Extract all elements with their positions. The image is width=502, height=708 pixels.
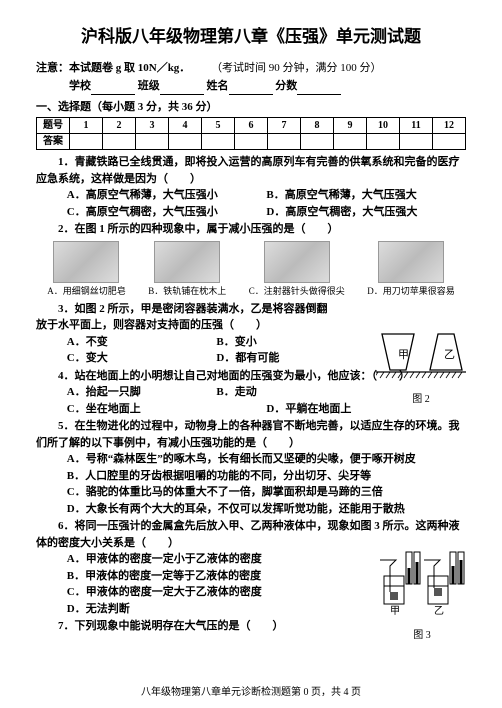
label-jia: 甲 (398, 349, 409, 361)
q3-C: C．变大 (67, 350, 217, 367)
q3-D: D．都有可能 (216, 350, 366, 367)
th-num: 题号 (37, 118, 70, 134)
cell (202, 134, 235, 150)
cell (301, 134, 334, 150)
q5-stem1: 5．在生物进化的过程中，动物身上的各种器官不断地完善，以适应生存的环境。我 (36, 418, 466, 435)
placeholder-icon (53, 241, 119, 283)
th-10: 10 (367, 118, 400, 134)
trapezoid-icon: 甲 乙 (376, 328, 466, 384)
placeholder-icon (264, 241, 330, 283)
section1-heading: 一、选择题（每小题 3 分，共 36 分） (36, 99, 466, 116)
q1-opts-row2: C．高原空气稠密，大气压强小 D．高原空气稠密，大气压强大 (36, 204, 466, 221)
placeholder-icon (378, 241, 444, 283)
th-3: 3 (136, 118, 169, 134)
th-5: 5 (202, 118, 235, 134)
blank-name (229, 83, 273, 95)
svg-text:乙: 乙 (434, 605, 444, 617)
label-yi: 乙 (444, 348, 455, 361)
th-12: 12 (433, 118, 466, 134)
q3-A: A．不变 (67, 334, 217, 351)
q2-fig-C: C．注射器针头做得很尖 (249, 241, 345, 299)
q3-stem1: 3．如图 2 所示，甲是密闭容器装满水，乙是将容器倒翻 (36, 301, 466, 318)
th-7: 7 (268, 118, 301, 134)
cell (268, 134, 301, 150)
notice-line: 注意：本试题卷 g 取 10N／kg． （考试时间 90 分钟，满分 100 分… (36, 60, 466, 77)
exam-time: （考试时间 90 分钟，满分 100 分） (211, 62, 382, 74)
q2-cap-A: A．用细钢丝切肥皂 (47, 285, 126, 299)
page-title: 沪科版八年级物理第八章《压强》单元测试题 (36, 24, 466, 50)
q1-opts-row1: A．高原空气稀薄，大气压强小 B．高原空气稀薄，大气压强大 (36, 187, 466, 204)
q2-fig-D: D．用刀切苹果很容易 (367, 241, 455, 299)
q2-figure-row: A．用细钢丝切肥皂 B．铁轨铺在枕木上 C．注射器针头做得很尖 D．用刀切苹果很… (36, 241, 466, 299)
cell (136, 134, 169, 150)
th-6: 6 (235, 118, 268, 134)
th-ans: 答案 (37, 134, 70, 150)
cell (367, 134, 400, 150)
q2-cap-B: B．铁轨铺在枕木上 (148, 285, 226, 299)
q2-cap-C: C．注射器针头做得很尖 (249, 285, 345, 299)
blank-class (160, 83, 204, 95)
q1-B: B．高原空气稀薄，大气压强大 (266, 187, 466, 204)
label-school: 学校 (69, 80, 91, 92)
th-9: 9 (334, 118, 367, 134)
q4-B: B．走动 (216, 384, 366, 401)
q5-stem2: 们所了解的以下事例中，有减小压强功能的是（ ） (36, 435, 466, 452)
q5-B: B．人口腔里的牙齿根据咀嚼的功能的不同，分出切牙、尖牙等 (36, 468, 466, 485)
q5-A: A．号称“森林医生”的啄木鸟，长有细长而又坚硬的尖喙，便于啄开树皮 (36, 451, 466, 468)
th-4: 4 (169, 118, 202, 134)
q5-C: C．骆驼的体重比马的体重大不了一倍，脚掌面积却是马蹄的三倍 (36, 484, 466, 501)
th-8: 8 (301, 118, 334, 134)
th-11: 11 (400, 118, 433, 134)
label-class: 班级 (138, 80, 160, 92)
q4-C: C．坐在地面上 (67, 401, 267, 418)
q6-stem1: 6．将同一压强计的金属盒先后放入甲、乙两种液体中，现象如图 3 所示。这两种液 (36, 518, 466, 535)
svg-text:甲: 甲 (390, 606, 400, 617)
table-row: 题号 1 2 3 4 5 6 7 8 9 10 11 12 (37, 118, 466, 134)
notice-text: 注意：本试题卷 g 取 10N／kg． (36, 62, 190, 74)
label-name: 姓名 (207, 80, 229, 92)
cell (400, 134, 433, 150)
q5-D: D．大象长有两个大大的耳朵，不仅可以发挥听觉功能，还能用于散热 (36, 501, 466, 518)
q3-B: B．变小 (216, 334, 366, 351)
th-2: 2 (103, 118, 136, 134)
q1-A: A．高原空气稀薄，大气压强小 (67, 187, 267, 204)
q1-stem: 1．青藏铁路已全线贯通，即将投入运营的高原列车有完善的供氧系统和完备的医疗应急系… (36, 154, 466, 187)
q4-A: A．抬起一只脚 (67, 384, 217, 401)
q2-fig-A: A．用细钢丝切肥皂 (47, 241, 126, 299)
cell (433, 134, 466, 150)
label-score: 分数 (275, 80, 297, 92)
q2-fig-B: B．铁轨铺在枕木上 (148, 241, 226, 299)
q2-stem: 2．在图 1 所示的四种现象中，属于减小压强的是（ ） (36, 221, 466, 238)
cell (334, 134, 367, 150)
q6-figure: 甲 乙 图 3 (378, 548, 466, 643)
q1-C: C．高原空气稠密，大气压强小 (67, 204, 267, 221)
blank-school (91, 83, 135, 95)
cell (235, 134, 268, 150)
q6-fig-caption: 图 3 (378, 628, 466, 643)
q1-D: D．高原空气稠密，大气压强大 (266, 204, 466, 221)
cell (103, 134, 136, 150)
q3-figure: 甲 乙 图 2 (376, 328, 466, 407)
q2-cap-D: D．用刀切苹果很容易 (367, 285, 455, 299)
blank-score (297, 83, 341, 95)
manometer-icon: 甲 乙 (378, 548, 466, 620)
th-1: 1 (70, 118, 103, 134)
cell (169, 134, 202, 150)
placeholder-icon (154, 241, 220, 283)
answer-table: 题号 1 2 3 4 5 6 7 8 9 10 11 12 答案 (36, 117, 466, 150)
cell (70, 134, 103, 150)
table-row: 答案 (37, 134, 466, 150)
info-line: 学校 班级 姓名 分数 (36, 78, 466, 95)
page-footer: 八年级物理第八章单元诊断检测题第 0 页，共 4 页 (0, 685, 502, 700)
q3-fig-caption: 图 2 (376, 392, 466, 407)
